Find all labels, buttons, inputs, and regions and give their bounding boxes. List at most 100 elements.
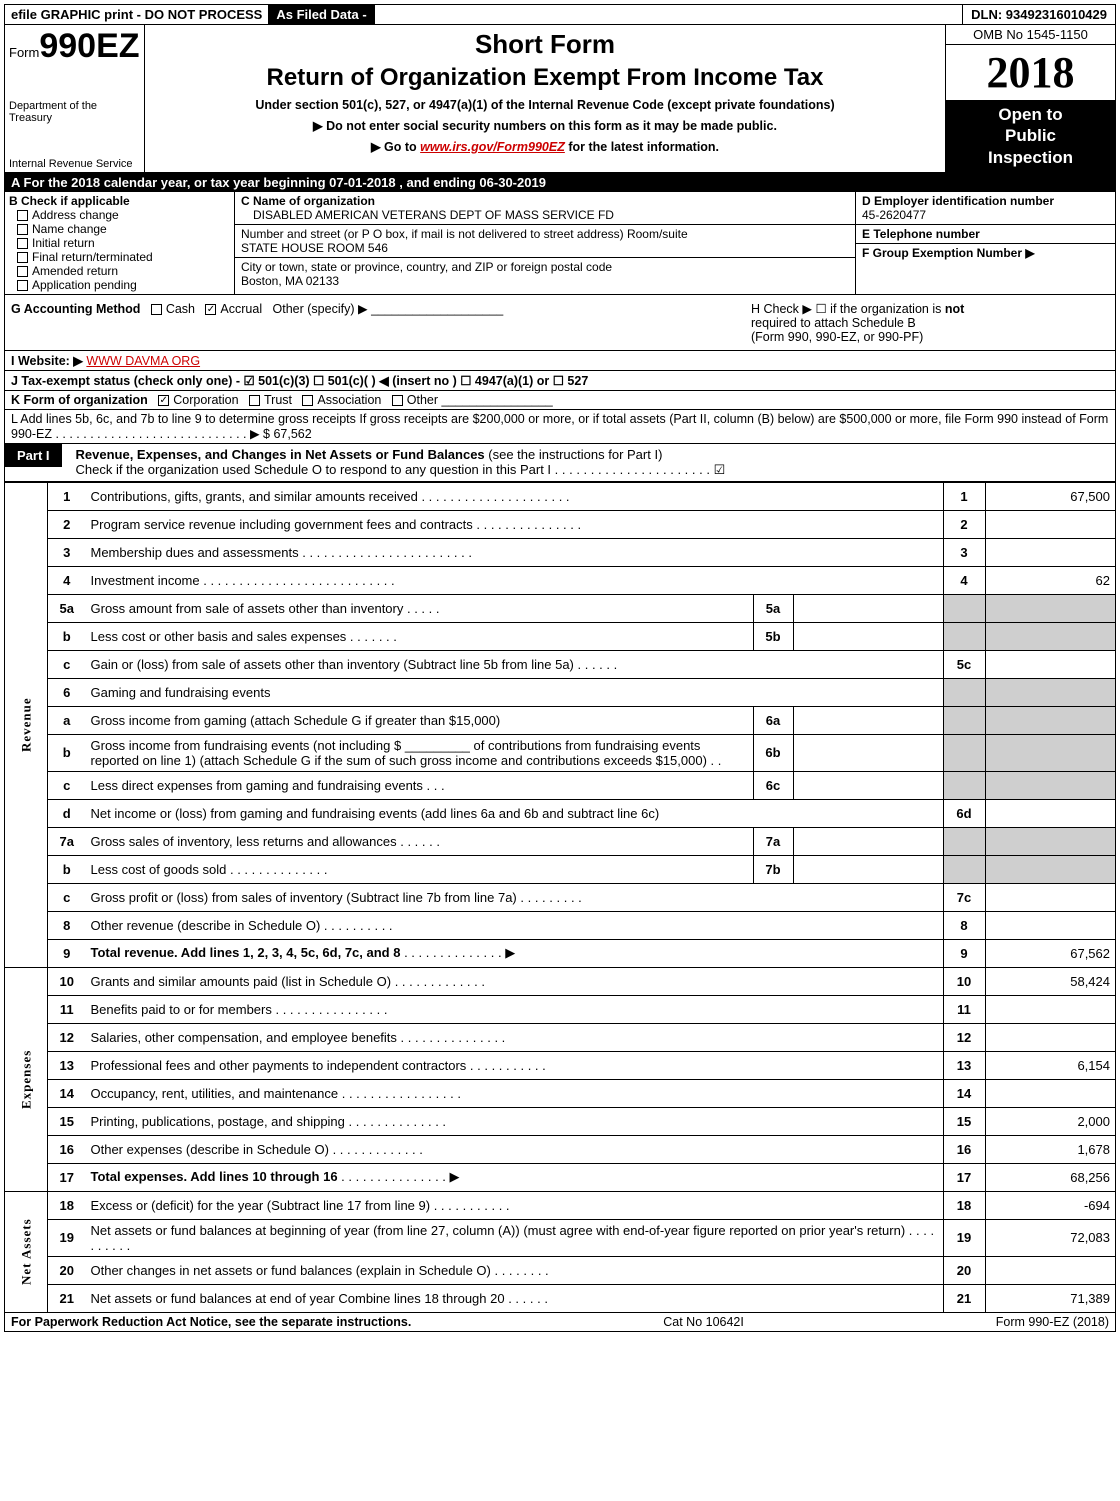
row-l-gross-receipts: L Add lines 5b, 6c, and 7b to line 9 to …: [5, 410, 1115, 444]
check-name-change[interactable]: Name change: [9, 222, 228, 236]
c-address: Number and street (or P O box, if mail i…: [235, 225, 855, 258]
f-label: F Group Exemption Number ▶: [862, 246, 1035, 260]
row-k-org-form: K Form of organization ✓Corporation Trus…: [5, 391, 1115, 410]
line-2: 2 Program service revenue including gove…: [5, 510, 1115, 538]
part-i-suffix: (see the instructions for Part I): [485, 447, 663, 462]
check-cash[interactable]: [151, 304, 162, 315]
h-text1: H Check ▶ ☐ if the organization is: [751, 302, 945, 316]
part-i-checked: ☑: [714, 462, 726, 477]
footer-left: For Paperwork Reduction Act Notice, see …: [11, 1315, 411, 1329]
goto-post: for the latest information.: [565, 140, 719, 154]
part-i-header: Part I Revenue, Expenses, and Changes in…: [5, 444, 1115, 482]
footer-right: Form 990-EZ (2018): [996, 1315, 1109, 1329]
title-cell: Short Form Return of Organization Exempt…: [145, 25, 945, 172]
part-i-title: Revenue, Expenses, and Changes in Net As…: [76, 447, 485, 462]
line-6a: a Gross income from gaming (attach Sched…: [5, 706, 1115, 734]
line-11: 11 Benefits paid to or for members . . .…: [5, 995, 1115, 1023]
d-value: 45-2620477: [862, 208, 1109, 222]
check-application-pending[interactable]: Application pending: [9, 278, 228, 292]
line-7b: b Less cost of goods sold . . . . . . . …: [5, 855, 1115, 883]
goto-line: ▶ Go to www.irs.gov/Form990EZ for the la…: [151, 139, 939, 154]
row-j-tax-exempt: J Tax-exempt status (check only one) - ☑…: [5, 371, 1115, 391]
line-6d: d Net income or (loss) from gaming and f…: [5, 799, 1115, 827]
check-association[interactable]: [302, 395, 313, 406]
tax-year: 2018: [946, 45, 1115, 100]
column-b: B Check if applicable Address change Nam…: [5, 192, 235, 294]
h-text2: required to attach Schedule B: [751, 316, 916, 330]
open-line2: Public: [948, 125, 1113, 146]
part-i-check-line: Check if the organization used Schedule …: [76, 462, 552, 477]
line-7a: 7a Gross sales of inventory, less return…: [5, 827, 1115, 855]
netassets-label: Net Assets: [5, 1191, 48, 1312]
e-label: E Telephone number: [862, 227, 980, 241]
check-accrual[interactable]: ✓: [205, 304, 216, 315]
g-label: G Accounting Method: [11, 302, 140, 316]
line-3: 3 Membership dues and assessments . . . …: [5, 538, 1115, 566]
line-7c: c Gross profit or (loss) from sales of i…: [5, 883, 1115, 911]
line-4: 4 Investment income . . . . . . . . . . …: [5, 566, 1115, 594]
row-gh: G Accounting Method Cash ✓Accrual Other …: [5, 295, 1115, 351]
c-addr-label: Number and street (or P O box, if mail i…: [241, 227, 849, 241]
row-a-prefix: A For the 2018 calendar year, or tax yea…: [11, 175, 329, 190]
top-bar-left: efile GRAPHIC print - DO NOT PROCESS As …: [5, 5, 962, 24]
check-initial-return[interactable]: Initial return: [9, 236, 228, 250]
top-bar: efile GRAPHIC print - DO NOT PROCESS As …: [5, 5, 1115, 25]
irs-link[interactable]: www.irs.gov/Form990EZ: [420, 140, 565, 154]
b-header: B Check if applicable: [9, 194, 228, 208]
line-19: 19 Net assets or fund balances at beginn…: [5, 1219, 1115, 1256]
line-6c: c Less direct expenses from gaming and f…: [5, 771, 1115, 799]
irs-label: Internal Revenue Service: [9, 158, 140, 170]
part-i-text: Revenue, Expenses, and Changes in Net As…: [72, 444, 1115, 481]
schedule-table: Revenue 1 Contributions, gifts, grants, …: [5, 482, 1115, 1313]
short-form-title: Short Form: [151, 29, 939, 60]
part-i-badge: Part I: [5, 444, 62, 467]
l-text: L Add lines 5b, 6c, and 7b to line 9 to …: [11, 412, 1108, 441]
section-bcdef: B Check if applicable Address change Nam…: [5, 192, 1115, 295]
h-schedule-b: H Check ▶ ☐ if the organization is not r…: [745, 295, 1115, 350]
dln-label: DLN: 93492316010429: [962, 5, 1115, 24]
line-17: 17 Total expenses. Add lines 10 through …: [5, 1163, 1115, 1191]
form-number: Form990EZ: [9, 27, 140, 66]
check-address-change[interactable]: Address change: [9, 208, 228, 222]
line-20: 20 Other changes in net assets or fund b…: [5, 1256, 1115, 1284]
c-city-value: Boston, MA 02133: [241, 274, 849, 288]
row-a-mid: , and ending: [396, 175, 480, 190]
line-6: 6 Gaming and fundraising events: [5, 678, 1115, 706]
c-name-value: DISABLED AMERICAN VETERANS DEPT OF MASS …: [241, 208, 849, 222]
h-text3: (Form 990, 990-EZ, or 990-PF): [751, 330, 923, 344]
line-5b: b Less cost or other basis and sales exp…: [5, 622, 1115, 650]
line-13: 13 Professional fees and other payments …: [5, 1051, 1115, 1079]
column-c: C Name of organization DISABLED AMERICAN…: [235, 192, 855, 294]
k-label: K Form of organization: [11, 393, 148, 407]
form-990ez-page: efile GRAPHIC print - DO NOT PROCESS As …: [4, 4, 1116, 1332]
main-title: Return of Organization Exempt From Incom…: [151, 64, 939, 92]
website-link[interactable]: WWW DAVMA ORG: [86, 354, 200, 368]
form-number-text: 990EZ: [39, 27, 139, 65]
line-21: 21 Net assets or fund balances at end of…: [5, 1284, 1115, 1312]
subtitle: Under section 501(c), 527, or 4947(a)(1)…: [151, 98, 939, 112]
c-city: City or town, state or province, country…: [235, 258, 855, 290]
open-public-badge: Open to Public Inspection: [946, 100, 1115, 172]
check-trust[interactable]: [249, 395, 260, 406]
row-a-end: 06-30-2019: [479, 175, 546, 190]
line-18: Net Assets 18 Excess or (deficit) for th…: [5, 1191, 1115, 1219]
line-10: Expenses 10 Grants and similar amounts p…: [5, 967, 1115, 995]
row-a-tax-year: A For the 2018 calendar year, or tax yea…: [5, 173, 1115, 192]
g-accounting-method: G Accounting Method Cash ✓Accrual Other …: [5, 295, 745, 350]
check-amended-return[interactable]: Amended return: [9, 264, 228, 278]
open-line3: Inspection: [948, 147, 1113, 168]
check-final-return[interactable]: Final return/terminated: [9, 250, 228, 264]
j-text: J Tax-exempt status (check only one) - ☑…: [11, 374, 588, 388]
e-telephone: E Telephone number: [856, 225, 1115, 244]
footer-mid: Cat No 10642I: [663, 1315, 744, 1329]
dept-treasury: Department of the Treasury: [9, 100, 140, 124]
header-right: OMB No 1545-1150 2018 Open to Public Ins…: [945, 25, 1115, 172]
l-amount: ▶ $ 67,562: [250, 427, 312, 441]
efile-label: efile GRAPHIC print - DO NOT PROCESS: [5, 5, 268, 24]
check-other-org[interactable]: [392, 395, 403, 406]
revenue-label: Revenue: [5, 482, 48, 967]
line-5a: 5a Gross amount from sale of assets othe…: [5, 594, 1115, 622]
line-14: 14 Occupancy, rent, utilities, and maint…: [5, 1079, 1115, 1107]
as-filed-label: As Filed Data -: [268, 5, 374, 24]
check-corporation[interactable]: ✓: [158, 395, 169, 406]
